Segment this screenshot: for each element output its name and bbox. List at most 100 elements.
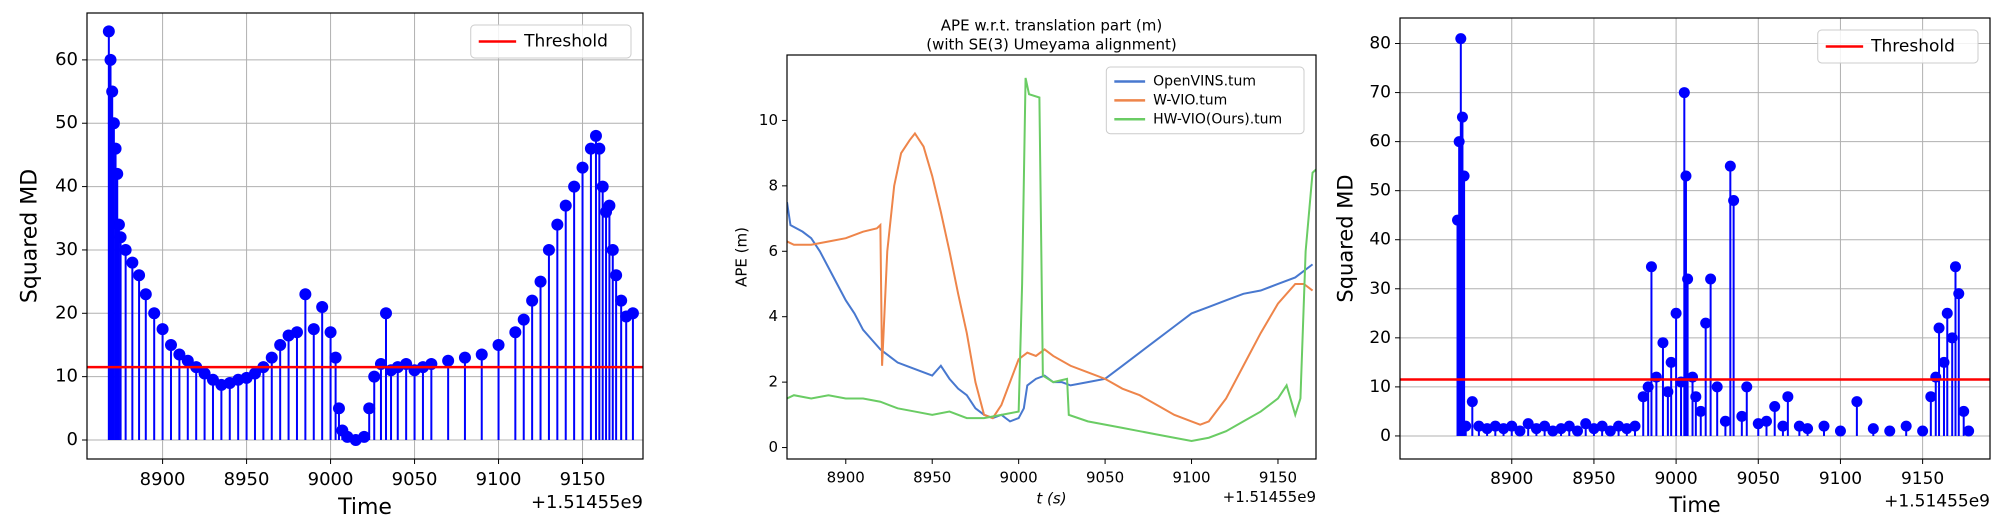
x-axis-label: Time [337, 495, 392, 520]
marker [332, 402, 345, 415]
series-line [787, 131, 1314, 426]
marker [1563, 420, 1575, 432]
marker [1938, 356, 1950, 368]
marker [1851, 396, 1863, 408]
legend-box [1817, 29, 1979, 64]
legend-label: W-VIO.tum [1153, 92, 1227, 108]
plot-area [1400, 33, 1990, 437]
marker [299, 288, 312, 301]
marker [458, 351, 471, 364]
marker [1466, 396, 1478, 408]
marker [1539, 420, 1551, 432]
marker [1719, 415, 1731, 427]
y-tick-label: 0 [67, 429, 78, 450]
marker [1453, 136, 1465, 148]
marker [1650, 371, 1662, 383]
marker [139, 288, 152, 301]
y-tick-label: 50 [1369, 181, 1391, 201]
marker [526, 294, 539, 307]
marker [1604, 425, 1616, 437]
marker [509, 326, 522, 339]
x-offset-label: +1.51455e9 [1884, 491, 1990, 511]
y-tick-label: 40 [55, 176, 78, 197]
marker [107, 117, 120, 130]
chart-title: APE w.r.t. translation part (m) [941, 17, 1162, 35]
marker [475, 348, 488, 361]
y-tick-label: 2 [768, 373, 778, 391]
x-tick-label: 8900 [140, 469, 186, 490]
y-axis-label: Squared MD [1334, 174, 1358, 302]
marker [1678, 87, 1690, 99]
y-tick-label: 4 [768, 307, 778, 325]
x-axis-label: Time [1668, 493, 1720, 517]
marker [576, 161, 589, 174]
legend: OpenVINS.tum W-VIO.tum HW-VIO(Ours).tum [1105, 66, 1305, 135]
marker [1834, 425, 1846, 437]
marker [568, 180, 581, 193]
marker [290, 326, 303, 339]
marker [1917, 425, 1929, 437]
marker [1571, 425, 1583, 437]
marker [1933, 322, 1945, 334]
marker [1665, 356, 1677, 368]
x-offset-label: +1.51455e9 [1223, 488, 1316, 506]
marker [1728, 194, 1740, 206]
axes-frame [1399, 17, 1991, 460]
marker [1690, 391, 1702, 403]
marker [1741, 381, 1753, 393]
marker [1629, 420, 1641, 432]
x-tick-label: 9050 [392, 469, 438, 490]
marker [593, 142, 606, 155]
x-tick-label: 9000 [1654, 469, 1697, 489]
marker [274, 338, 287, 351]
x-tick-label: 8900 [1490, 469, 1533, 489]
marker [156, 323, 169, 336]
marker [324, 326, 337, 339]
marker [551, 218, 564, 231]
marker [1818, 420, 1830, 432]
y-tick-label: 80 [1369, 34, 1391, 54]
marker [610, 269, 623, 282]
y-axis-label: Squared MD [18, 169, 43, 303]
axes-frame [86, 12, 644, 460]
x-offset-label: +1.51455e9 [531, 492, 643, 513]
marker [1949, 261, 1961, 273]
y-axis-label: APE (m) [733, 227, 751, 287]
x-tick-label: 9050 [1086, 469, 1124, 487]
y-tick-label: 30 [55, 239, 78, 260]
y-tick-label: 40 [1369, 230, 1391, 250]
y-tick-label: 6 [768, 242, 778, 260]
marker [517, 313, 530, 326]
marker [112, 218, 125, 231]
x-tick-label: 9100 [1172, 469, 1210, 487]
marker [1930, 371, 1942, 383]
marker [379, 307, 392, 320]
x-tick-label: 9150 [560, 469, 606, 490]
marker [1963, 425, 1975, 437]
marker [1642, 381, 1654, 393]
marker [1782, 391, 1794, 403]
marker [1946, 332, 1958, 344]
y-tick-label: 0 [768, 438, 778, 456]
marker [1682, 273, 1694, 285]
marker [534, 275, 547, 288]
marker [307, 323, 320, 336]
y-tick-label: 8 [768, 176, 778, 194]
marker [1884, 425, 1896, 437]
marker [316, 300, 329, 313]
marker [1514, 425, 1526, 437]
marker [111, 167, 124, 180]
x-axis-label: t (s) [1036, 490, 1066, 508]
x-tick-label: 9050 [1737, 469, 1780, 489]
x-tick-label: 8950 [913, 469, 951, 487]
x-tick-label: 9100 [476, 469, 522, 490]
marker [584, 142, 597, 155]
marker [1760, 415, 1772, 427]
y-tick-label: 20 [1369, 328, 1391, 348]
marker [1452, 214, 1464, 226]
marker [1580, 418, 1592, 430]
marker [1705, 273, 1717, 285]
marker [126, 256, 139, 269]
